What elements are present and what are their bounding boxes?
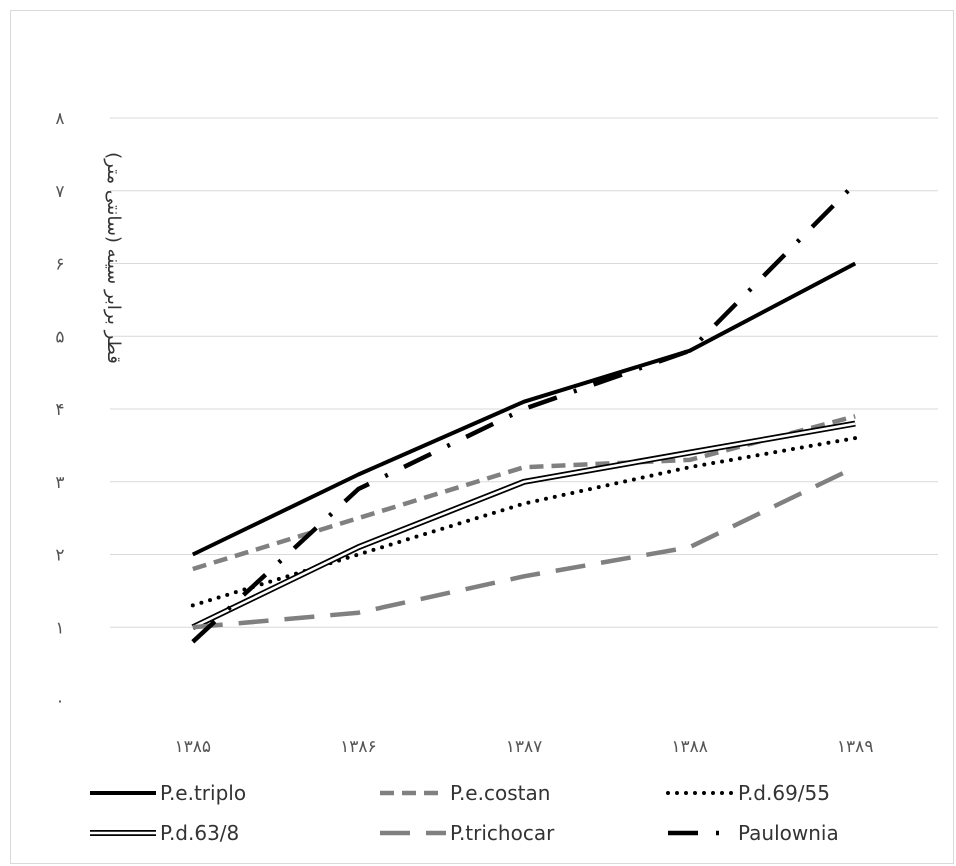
series-line	[191, 261, 857, 557]
series-line	[191, 181, 857, 644]
y-tick-label: ۱	[55, 618, 64, 638]
series-p-d-63-8	[191, 420, 856, 631]
series-line-outer	[191, 420, 856, 631]
legend-item: P.d.69/55	[666, 781, 830, 805]
chart-frame	[10, 10, 954, 864]
x-tick-label: ۱۳۸۷	[506, 737, 543, 757]
y-tick-label: ۸	[55, 109, 64, 129]
series-p-e-triplo	[191, 261, 857, 557]
legend-label: Paulownia	[738, 821, 839, 845]
series-line-inner	[192, 422, 856, 629]
y-tick-label: ۶	[55, 255, 64, 275]
x-tick-label: ۱۳۸۶	[340, 737, 377, 757]
y-tick-label: ۵	[55, 327, 64, 347]
series-line	[192, 465, 857, 630]
y-axis-ticks: ۰ ۱ ۲ ۳ ۴ ۵ ۶ ۷ ۸	[55, 109, 64, 711]
legend-label: P.e.costan	[450, 781, 550, 805]
y-tick-label: ۰	[55, 691, 64, 711]
x-axis-ticks: ۱۳۸۵ ۱۳۸۶ ۱۳۸۷ ۱۳۸۸ ۱۳۸۹	[175, 737, 874, 757]
y-tick-label: ۴	[55, 400, 64, 420]
legend-item: Paulownia	[668, 821, 839, 845]
series-paulownia	[191, 181, 857, 644]
legend-label: P.e.triplo	[160, 781, 246, 805]
legend-item: P.e.costan	[380, 781, 550, 805]
legend: P.e.triplo P.e.costan P.d.69/55 P.d.63/8 P.t…	[90, 781, 839, 845]
legend-item: P.d.63/8	[90, 821, 239, 845]
series-line	[192, 414, 856, 572]
legend-item: P.trichocar	[380, 821, 555, 845]
y-tick-label: ۲	[55, 546, 64, 566]
legend-label: P.d.63/8	[160, 821, 239, 845]
legend-item: P.e.triplo	[90, 781, 246, 805]
x-tick-label: ۱۳۸۹	[837, 737, 874, 757]
legend-label: P.d.69/55	[738, 781, 830, 805]
legend-label: P.trichocar	[450, 821, 555, 845]
x-tick-label: ۱۳۸۸	[671, 737, 708, 757]
x-tick-label: ۱۳۸۵	[175, 737, 212, 757]
y-axis-label: قطر برابر سینه (سانتی متر)	[103, 152, 124, 364]
series-group	[190, 181, 858, 644]
series-p-trichocar	[192, 465, 857, 630]
grid-lines	[110, 117, 938, 628]
series-p-e-costan	[192, 414, 856, 572]
y-tick-label: ۷	[55, 182, 64, 202]
y-tick-label: ۳	[55, 473, 64, 493]
